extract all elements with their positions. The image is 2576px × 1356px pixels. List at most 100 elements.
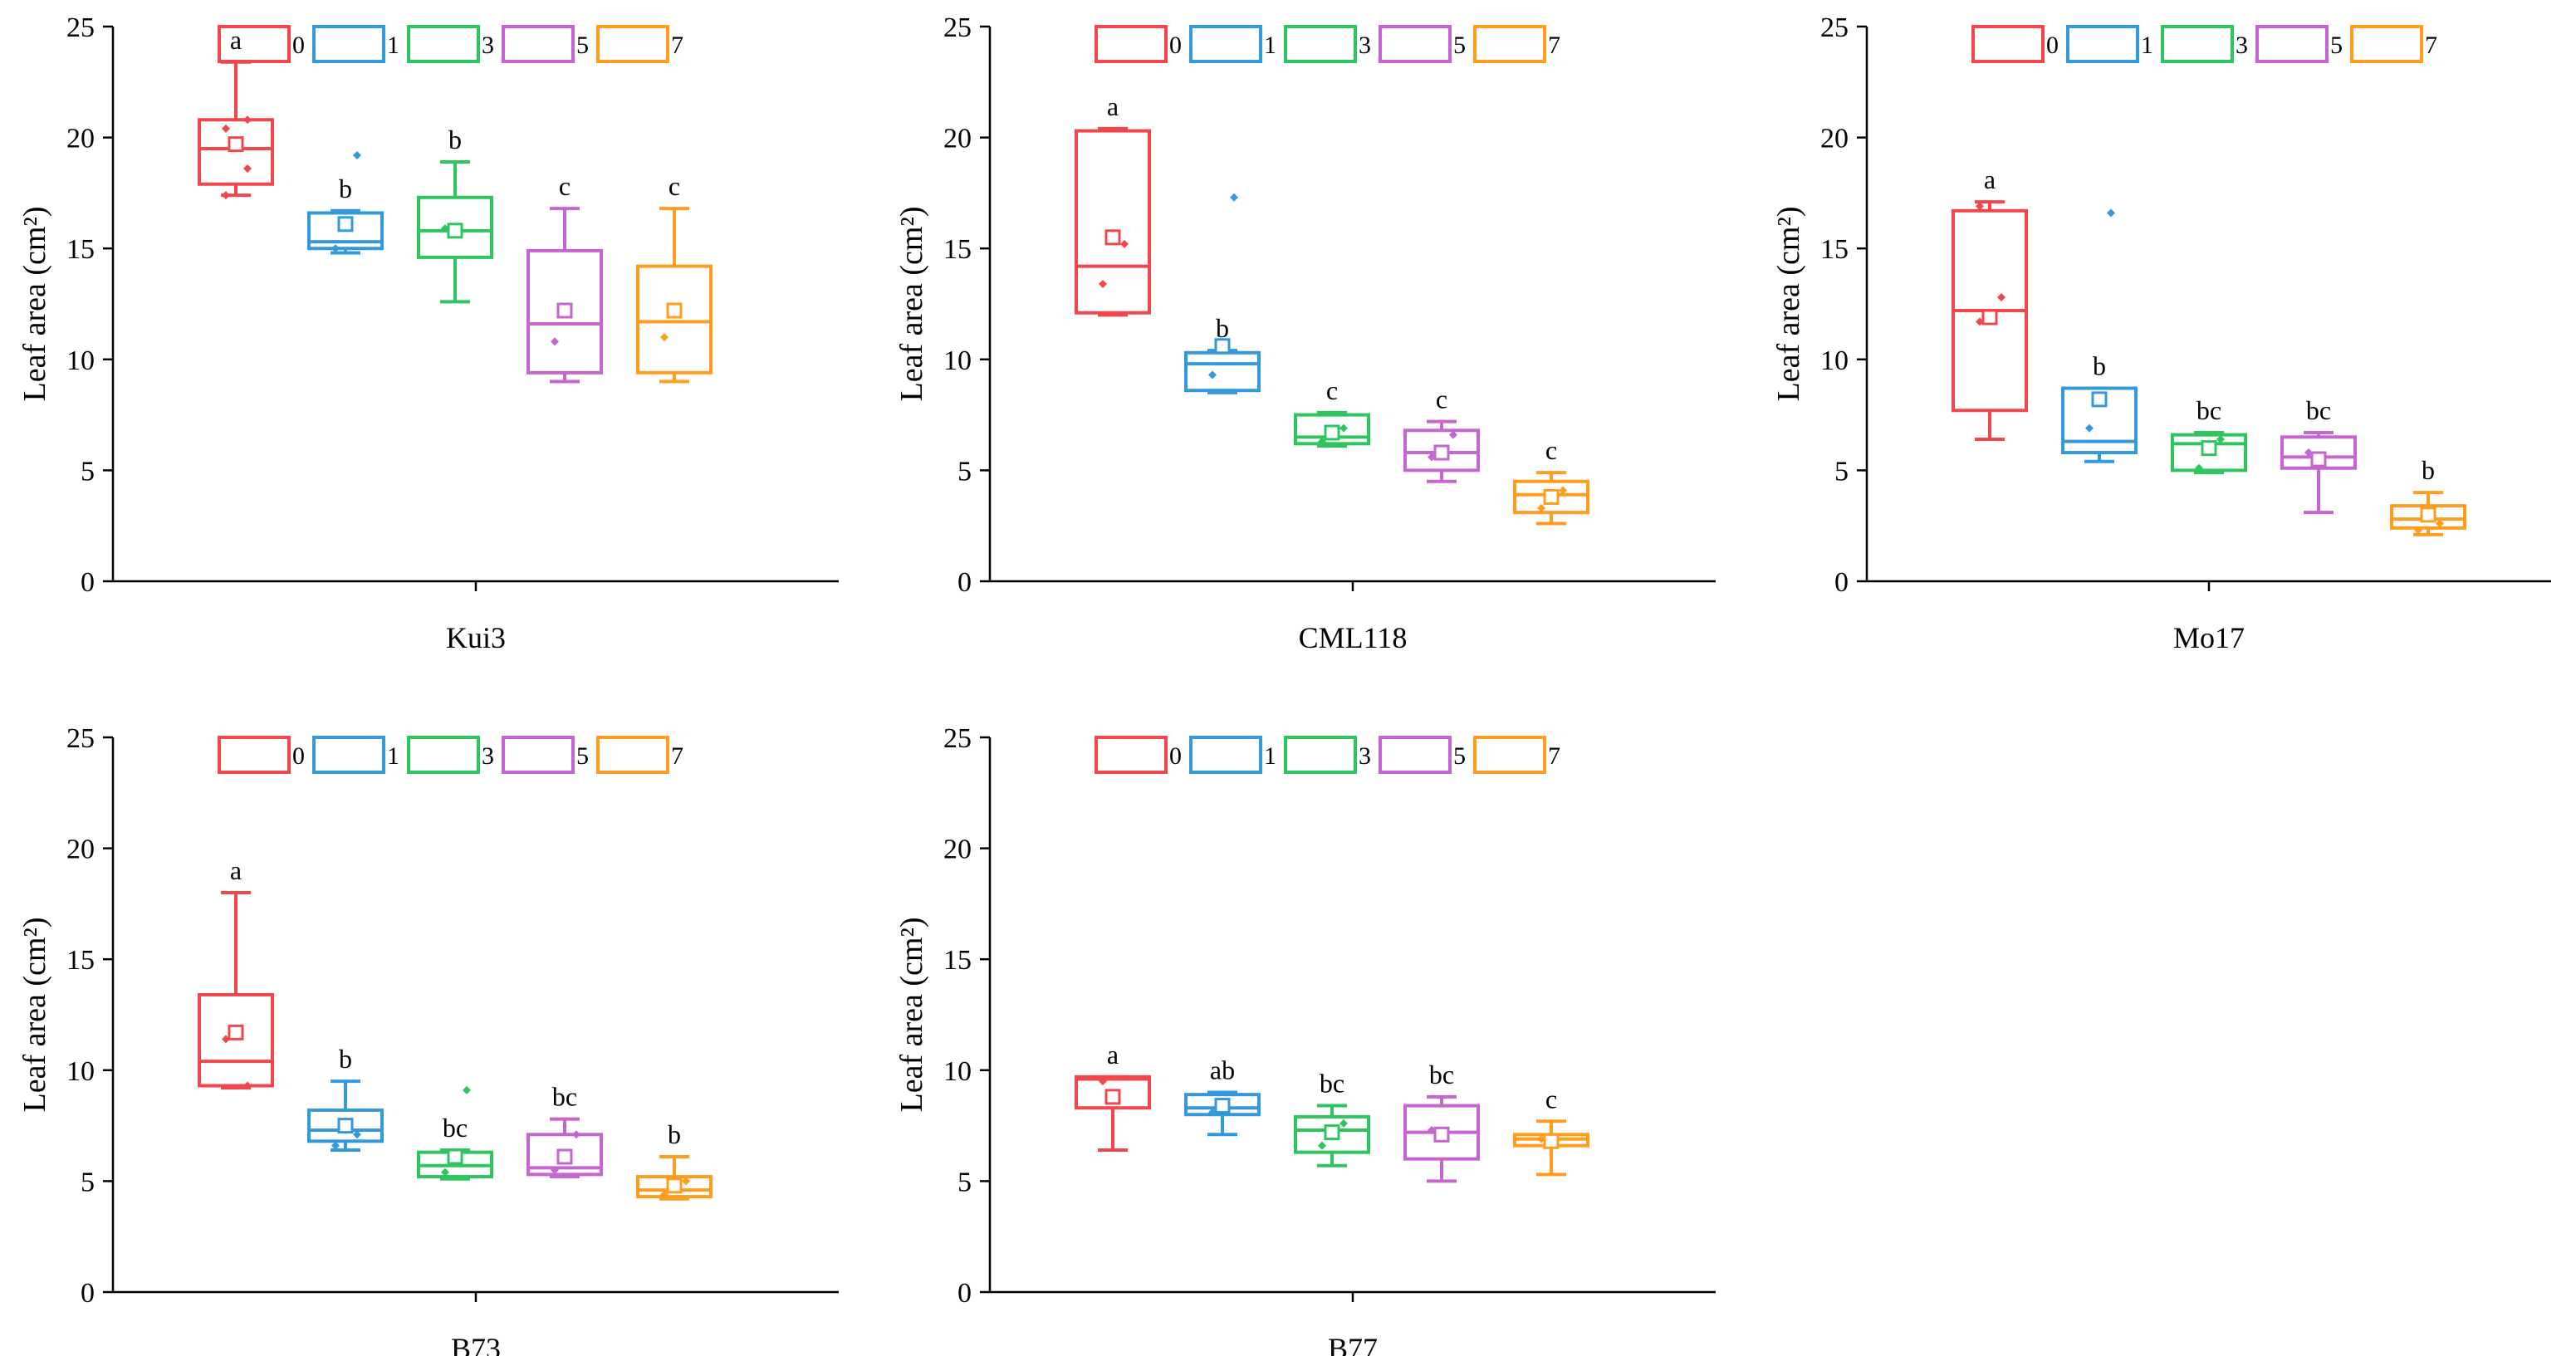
- significance-label: c: [1326, 375, 1338, 405]
- significance-label: bc: [1429, 1060, 1454, 1089]
- legend-label: 3: [482, 32, 494, 59]
- y-tick-label: 25: [66, 12, 95, 43]
- mean-marker: [666, 302, 683, 319]
- box-body: [2061, 386, 2138, 455]
- legend-swatch: [1095, 25, 1168, 63]
- data-point: [2304, 448, 2313, 458]
- mean-marker: [1433, 1126, 1450, 1143]
- box-0: a: [198, 855, 274, 1090]
- box-3: bc: [2171, 395, 2247, 475]
- mean-marker: [556, 302, 573, 319]
- legend-swatch: [407, 25, 480, 63]
- significance-label: a: [1107, 1040, 1119, 1070]
- legend-swatch: [2255, 25, 2329, 63]
- mean-marker: [228, 1024, 244, 1040]
- significance-label: bc: [552, 1082, 577, 1112]
- legend-swatch: [1971, 25, 2045, 63]
- significance-label: c: [668, 171, 680, 201]
- y-tick-label: 5: [81, 1167, 95, 1197]
- y-tick-label: 0: [1834, 567, 1849, 598]
- legend-label: 1: [387, 742, 399, 770]
- y-tick-label: 15: [1820, 234, 1849, 265]
- mean-marker: [1214, 1098, 1231, 1114]
- legend-swatch: [502, 25, 575, 63]
- data-point: [441, 224, 449, 233]
- group-label: Kui3: [446, 621, 506, 654]
- legend-label: 0: [292, 742, 305, 770]
- data-point: [1230, 193, 1238, 202]
- group-label: Mo17: [2173, 621, 2245, 654]
- legend-swatch: [407, 736, 480, 774]
- box-3: c: [1294, 375, 1370, 448]
- data-point: [222, 191, 230, 200]
- data-point: [2107, 208, 2115, 218]
- mean-marker: [556, 1148, 573, 1165]
- significance-label: a: [1107, 91, 1119, 121]
- legend-label: 3: [482, 742, 494, 770]
- data-point: [1099, 1077, 1107, 1086]
- legend-label: 3: [1359, 32, 1371, 59]
- legend-label: 7: [1548, 742, 1560, 770]
- box-1: b: [2061, 208, 2138, 463]
- box-body: [1184, 350, 1261, 393]
- data-point: [1537, 1134, 1545, 1143]
- y-tick-label: 10: [66, 345, 95, 376]
- box-3: bc: [1294, 1069, 1370, 1168]
- legend-label: 1: [2141, 32, 2153, 59]
- data-point: [243, 1081, 252, 1090]
- legend-swatch: [1284, 736, 1357, 774]
- mean-marker: [2420, 507, 2436, 523]
- box-body: [307, 1108, 384, 1143]
- box-5: bc: [2280, 395, 2357, 515]
- data-point: [331, 244, 340, 253]
- legend-swatch: [1379, 25, 1452, 63]
- mean-marker: [1433, 444, 1450, 461]
- box-body: [1075, 1075, 1151, 1110]
- data-point: [660, 1190, 668, 1199]
- mean-marker: [666, 1177, 683, 1194]
- data-point: [682, 1177, 690, 1186]
- y-tick-label: 15: [943, 945, 972, 976]
- group-label: CML118: [1299, 621, 1408, 654]
- data-point: [353, 150, 361, 159]
- data-point: [463, 1085, 471, 1094]
- significance-label: ab: [1210, 1055, 1235, 1085]
- mean-marker: [228, 136, 244, 153]
- chart-panel-b73: 0 5 10 15 20 25 Leaf area (cm²) B73 0 1 3 5 7 a b bc bc b: [17, 723, 839, 1356]
- significance-label: bc: [443, 1113, 468, 1143]
- legend-swatch: [312, 25, 385, 63]
- y-tick-label: 0: [81, 567, 95, 598]
- legend-label: 5: [1453, 742, 1466, 770]
- mean-marker: [337, 1118, 354, 1134]
- y-axis-title: Leaf area (cm²): [894, 207, 929, 402]
- box-0: a: [198, 25, 274, 200]
- y-tick-label: 0: [81, 1278, 95, 1309]
- data-point: [441, 1168, 449, 1177]
- significance-label: c: [1436, 384, 1447, 414]
- legend-swatch: [1284, 25, 1357, 63]
- y-tick-label: 20: [66, 835, 95, 865]
- legend-swatch: [312, 736, 385, 774]
- box-body: [307, 211, 384, 251]
- mean-marker: [1104, 1089, 1121, 1105]
- legend-swatch: [2161, 25, 2234, 63]
- data-point: [1976, 317, 1984, 326]
- mean-marker: [337, 216, 354, 233]
- data-point: [551, 1166, 559, 1175]
- significance-label: b: [668, 1119, 681, 1149]
- data-point: [1208, 1108, 1217, 1117]
- data-point: [1318, 1141, 1326, 1150]
- y-tick-label: 20: [66, 124, 95, 154]
- box-7: b: [636, 1119, 713, 1201]
- legend-label: 5: [576, 742, 589, 770]
- box-body: [198, 118, 274, 186]
- legend-label: 7: [671, 742, 683, 770]
- data-point: [243, 115, 252, 125]
- y-tick-label: 20: [943, 835, 972, 865]
- mean-marker: [1543, 1133, 1560, 1149]
- data-point: [331, 1141, 340, 1150]
- data-point: [551, 337, 559, 346]
- mean-marker: [1981, 309, 1998, 326]
- box-body: [417, 195, 493, 259]
